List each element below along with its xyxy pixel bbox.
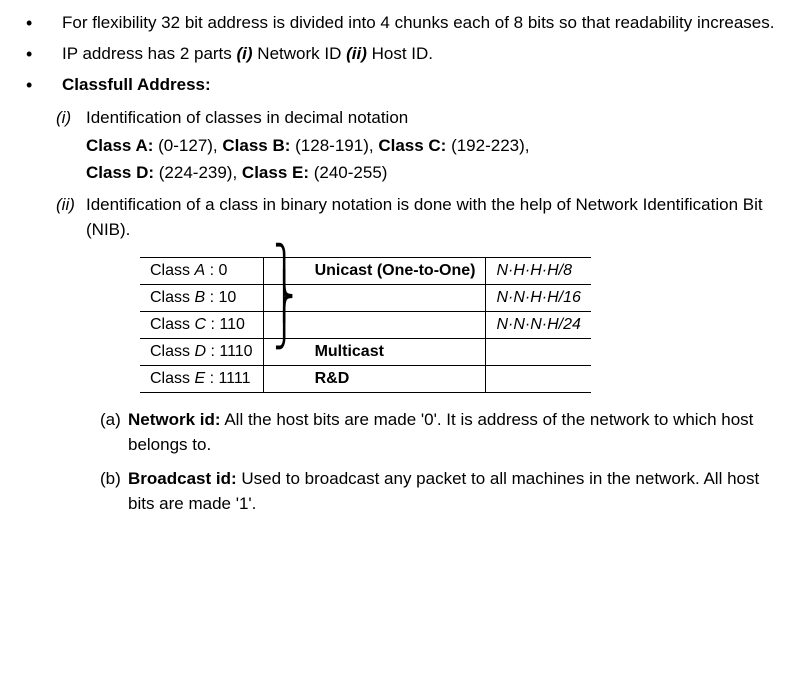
text: Class <box>150 370 194 387</box>
cell-class-e: Class E : 1111 <box>140 365 263 392</box>
text: C <box>194 316 206 333</box>
roman-ii: (ii) <box>346 44 367 63</box>
text: D <box>194 343 206 360</box>
sub-label: (i) <box>56 105 86 131</box>
class-b-label: Class B: <box>222 136 290 155</box>
sub-item-ii: (ii) Identification of a class in binary… <box>56 192 783 243</box>
text: : 1111 <box>205 370 250 387</box>
class-ranges-line2: Class D: (224-239), Class E: (240-255) <box>86 160 783 186</box>
cell-class-a: Class A : 0 <box>140 257 263 284</box>
bullet-text: IP address has 2 parts (i) Network ID (i… <box>62 41 783 68</box>
bullet-text: For flexibility 32 bit address is divide… <box>62 10 783 37</box>
text: Class <box>150 262 194 279</box>
sub-label: (ii) <box>56 192 86 243</box>
class-c-range: (192-223), <box>446 136 529 155</box>
class-a-label: Class A: <box>86 136 153 155</box>
cell-mask-c: N·N·N·H/24 <box>486 311 591 338</box>
cell-empty <box>305 284 486 311</box>
text: E <box>194 370 205 387</box>
table-row: Class C : 110 ⎭ N·N·N·H/24 <box>140 311 591 338</box>
cell-multicast: Multicast <box>305 338 486 365</box>
definition-a: (a) Network id: All the host bits are ma… <box>100 407 783 458</box>
class-table: Class A : 0 ⎫ Unicast (One-to-One) N·H·H… <box>140 257 591 393</box>
table-row: Class E : 1111 R&D <box>140 365 591 392</box>
class-e-range: (240-255) <box>309 163 387 182</box>
cell-mask-b: N·N·H·H/16 <box>486 284 591 311</box>
definition-b: (b) Broadcast id: Used to broadcast any … <box>100 466 783 517</box>
def-content: Broadcast id: Used to broadcast any pack… <box>128 466 783 517</box>
cell-unicast: Unicast (One-to-One) <box>305 257 486 284</box>
text: Class <box>150 316 194 333</box>
def-text: All the host bits are made '0'. It is ad… <box>128 410 753 455</box>
bullet-item-3: • Classfull Address: <box>20 72 783 99</box>
cell-empty <box>486 365 591 392</box>
table-row: Class A : 0 ⎫ Unicast (One-to-One) N·H·H… <box>140 257 591 284</box>
def-title: Network id: <box>128 410 221 429</box>
roman-i: (i) <box>237 44 253 63</box>
text: B <box>194 289 205 306</box>
bullet-dot: • <box>20 10 62 37</box>
cell-rd: R&D <box>305 365 486 392</box>
bullet-heading: Classfull Address: <box>62 72 783 99</box>
brace-cell: ⎭ <box>263 311 305 338</box>
text: : 1110 <box>206 343 253 360</box>
text: Class A: <box>86 136 153 155</box>
text: Host ID. <box>367 44 433 63</box>
cell-class-b: Class B : 10 <box>140 284 263 311</box>
text: Class <box>150 343 194 360</box>
class-e-label: Class E: <box>242 163 309 182</box>
text: Class <box>150 289 194 306</box>
cell-empty <box>305 311 486 338</box>
bullet-dot: • <box>20 41 62 68</box>
text: A <box>194 262 205 279</box>
def-title: Broadcast id: <box>128 469 237 488</box>
brace-icon: ⎭ <box>274 306 295 342</box>
bullet-item-1: • For flexibility 32 bit address is divi… <box>20 10 783 37</box>
class-c-label: Class C: <box>378 136 446 155</box>
class-d-label: Class D: <box>86 163 154 182</box>
class-a-range: (0-127), <box>153 136 222 155</box>
def-label: (a) <box>100 407 128 458</box>
cell-empty <box>486 338 591 365</box>
cell-class-c: Class C : 110 <box>140 311 263 338</box>
text: Network ID <box>253 44 347 63</box>
class-ranges-line1: Class A: (0-127), Class B: (128-191), Cl… <box>86 133 783 159</box>
cell-empty <box>263 365 305 392</box>
cell-mask-a: N·H·H·H/8 <box>486 257 591 284</box>
class-b-range: (128-191), <box>290 136 378 155</box>
text: : 0 <box>205 262 227 279</box>
bullet-dot: • <box>20 72 62 99</box>
table-row: Class D : 1110 Multicast <box>140 338 591 365</box>
def-content: Network id: All the host bits are made '… <box>128 407 783 458</box>
sub-text: Identification of a class in binary nota… <box>86 192 783 243</box>
class-d-range: (224-239), <box>154 163 242 182</box>
cell-class-d: Class D : 1110 <box>140 338 263 365</box>
bullet-item-2: • IP address has 2 parts (i) Network ID … <box>20 41 783 68</box>
text: : 10 <box>205 289 236 306</box>
sub-text: Identification of classes in decimal not… <box>86 105 783 131</box>
def-label: (b) <box>100 466 128 517</box>
text: : 110 <box>206 316 245 333</box>
table-row: Class B : 10 ⎬ N·N·H·H/16 <box>140 284 591 311</box>
text: IP address has 2 parts <box>62 44 237 63</box>
sub-item-i: (i) Identification of classes in decimal… <box>56 105 783 131</box>
